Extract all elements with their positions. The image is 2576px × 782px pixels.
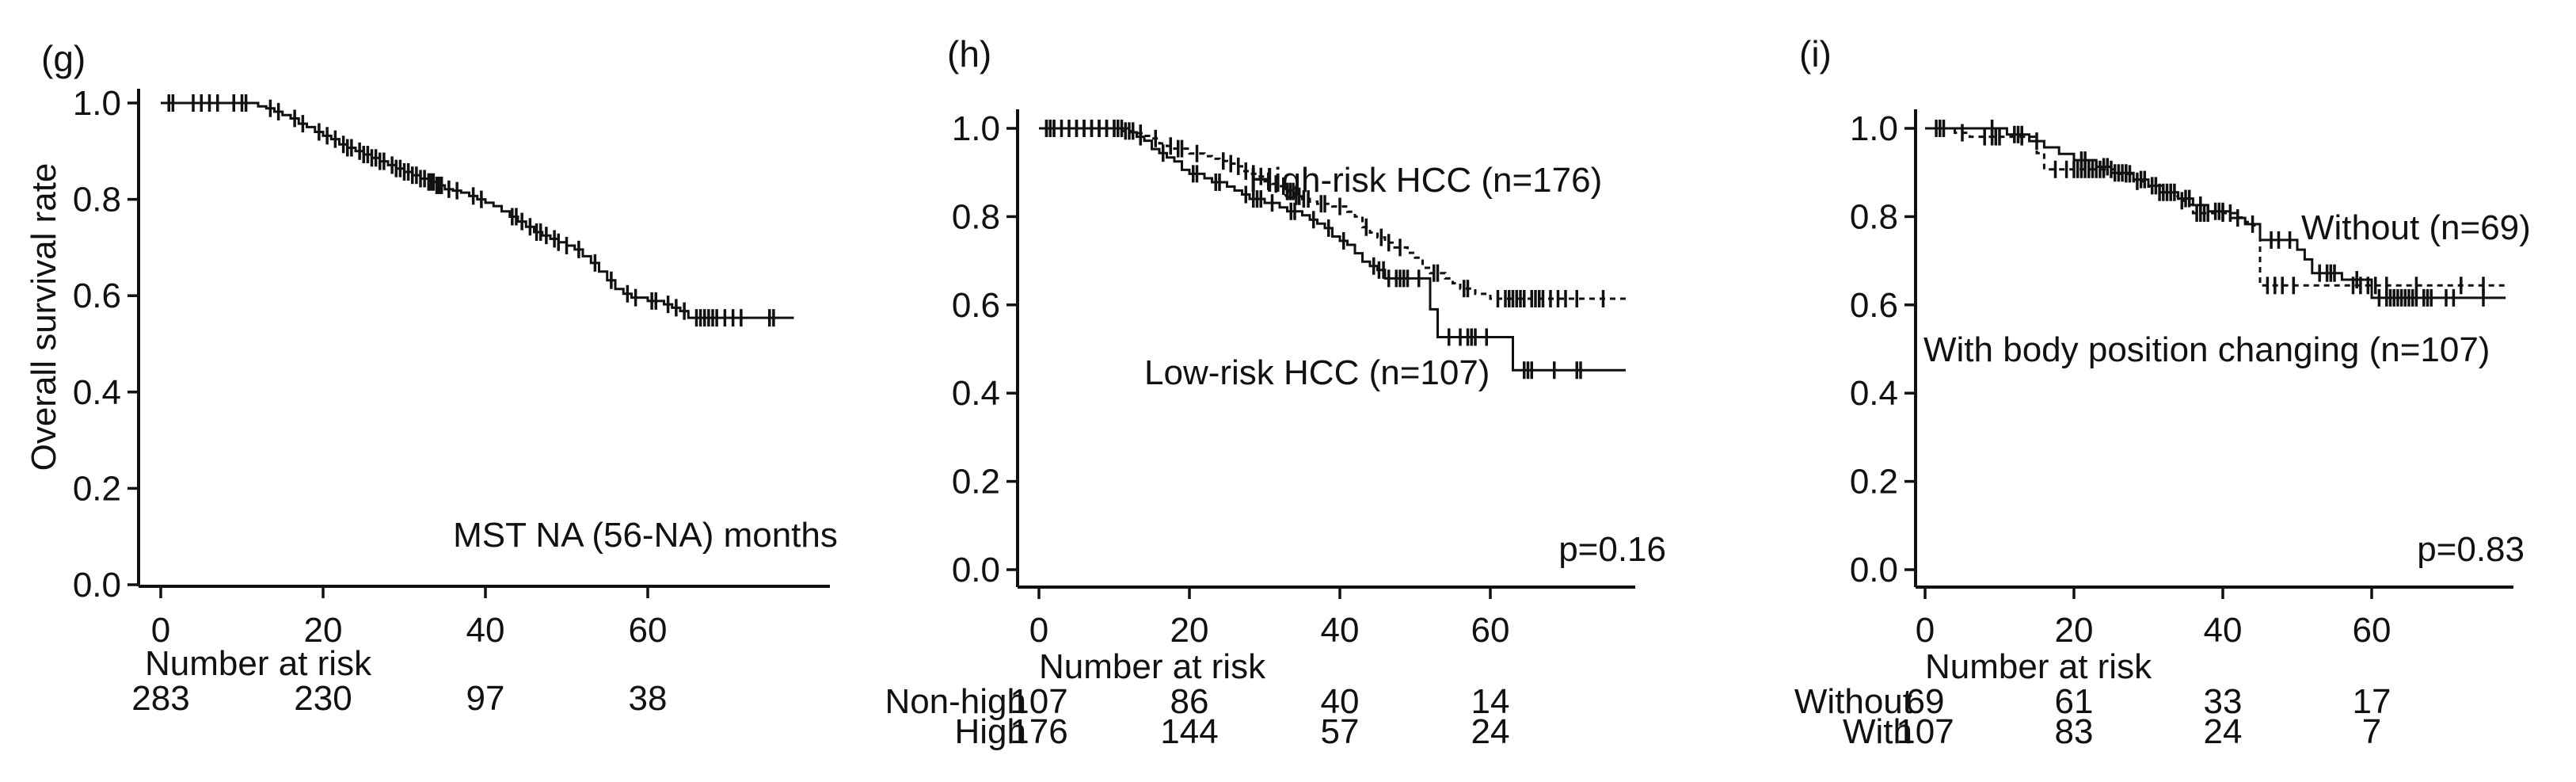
series-label: Low-risk HCC (n=107) (1144, 353, 1490, 392)
y-tick-label: 1.0 (73, 84, 121, 123)
risk-value: 17 (2353, 682, 2391, 721)
risk-value: 57 (1321, 712, 1360, 751)
risk-value: 24 (1471, 712, 1510, 751)
risk-value: 33 (2204, 682, 2243, 721)
series-label: High-risk HCC (n=176) (1249, 161, 1602, 200)
risk-value: 38 (629, 679, 668, 718)
km-panel-i: (i) 1.0 0.8 0.6 0.4 0.2 0.0 0 20 40 60 Without (n=6… (1717, 0, 2576, 782)
y-tick-label: 0.8 (73, 181, 121, 219)
km-panel-g: (g) 1.0 0.8 0.6 0.4 0.2 0.0 0 20 40 60 Overall surv… (0, 0, 858, 782)
risk-value: 230 (294, 679, 352, 718)
x-tick-label: 40 (466, 611, 505, 650)
x-tick-label: 20 (304, 611, 343, 650)
risk-value: 7 (2362, 712, 2381, 751)
y-tick-label: 0.2 (73, 469, 121, 508)
y-tick-label: 0.0 (1850, 551, 1898, 589)
risk-value: 14 (1471, 682, 1510, 721)
y-tick-label: 0.2 (952, 463, 1000, 502)
risk-value: 69 (1906, 682, 1945, 721)
x-tick-label: 0 (151, 611, 170, 650)
km-chart-g: (g) 1.0 0.8 0.6 0.4 0.2 0.0 0 20 40 60 Overall surv… (25, 38, 838, 718)
risk-value: 283 (131, 679, 189, 718)
y-tick-label: 0.8 (1850, 197, 1898, 236)
y-tick-label: 0.8 (952, 197, 1000, 236)
y-tick-label: 0.6 (952, 286, 1000, 325)
panel-label: (h) (947, 33, 991, 74)
panel-label: (i) (1799, 33, 1832, 74)
km-panel-h: (h) 1.0 0.8 0.6 0.4 0.2 0.0 0 20 40 60 High-risk HC… (858, 0, 1717, 782)
risk-row-label: Without (1794, 682, 1912, 721)
mst-annotation: MST NA (56-NA) months (453, 516, 838, 555)
x-tick-label: 0 (1916, 611, 1935, 650)
p-value: p=0.83 (2417, 530, 2525, 569)
x-tick-label: 40 (2204, 611, 2243, 650)
y-tick-label: 1.0 (1850, 109, 1898, 148)
risk-value: 144 (1160, 712, 1218, 751)
y-tick-label: 0.4 (73, 373, 121, 412)
risk-value: 61 (2055, 682, 2094, 721)
x-tick-label: 60 (629, 611, 668, 650)
number-at-risk-title: Number at risk (145, 644, 372, 683)
y-tick-label: 0.0 (73, 566, 121, 605)
risk-value: 107 (1896, 712, 1954, 751)
x-tick-label: 20 (2055, 611, 2094, 650)
km-chart-i: (i) 1.0 0.8 0.6 0.4 0.2 0.0 0 20 40 60 Without (n=6… (1794, 33, 2531, 751)
km-chart-h: (h) 1.0 0.8 0.6 0.4 0.2 0.0 0 20 40 60 High-risk HC… (885, 33, 1666, 751)
risk-value: 86 (1170, 682, 1209, 721)
survival-curve-1 (161, 101, 794, 319)
x-tick-label: 20 (1170, 611, 1209, 650)
y-tick-label: 0.0 (952, 551, 1000, 589)
x-tick-label: 60 (2353, 611, 2391, 650)
y-tick-label: 1.0 (952, 109, 1000, 148)
survival-curve-1 (1039, 127, 1626, 300)
x-tick-label: 60 (1471, 611, 1510, 650)
number-at-risk-title: Number at risk (1039, 647, 1266, 686)
risk-value: 40 (1321, 682, 1360, 721)
p-value: p=0.16 (1558, 530, 1666, 569)
risk-row-label: With (1843, 712, 1912, 751)
y-tick-label: 0.4 (1850, 374, 1898, 413)
risk-row-label: High (955, 712, 1027, 751)
risk-value: 24 (2204, 712, 2243, 751)
y-tick-label: 0.6 (73, 277, 121, 315)
series-label: Without (n=69) (2301, 208, 2531, 247)
y-axis-title: Overall survival rate (25, 163, 63, 471)
y-tick-label: 0.4 (952, 374, 1000, 413)
risk-value: 97 (466, 679, 505, 718)
number-at-risk-title: Number at risk (1925, 647, 2152, 686)
risk-value: 176 (1010, 712, 1067, 751)
risk-value: 107 (1010, 682, 1067, 721)
x-tick-label: 40 (1321, 611, 1360, 650)
y-tick-label: 0.2 (1850, 463, 1898, 502)
risk-value: 83 (2055, 712, 2094, 751)
risk-row-label: Non-high (885, 682, 1026, 721)
y-tick-label: 0.6 (1850, 286, 1898, 325)
panel-label: (g) (41, 38, 86, 79)
x-tick-label: 0 (1029, 611, 1048, 650)
series-label: With body position changing (n=107) (1923, 330, 2490, 369)
survival-curve-2 (1039, 127, 1626, 372)
